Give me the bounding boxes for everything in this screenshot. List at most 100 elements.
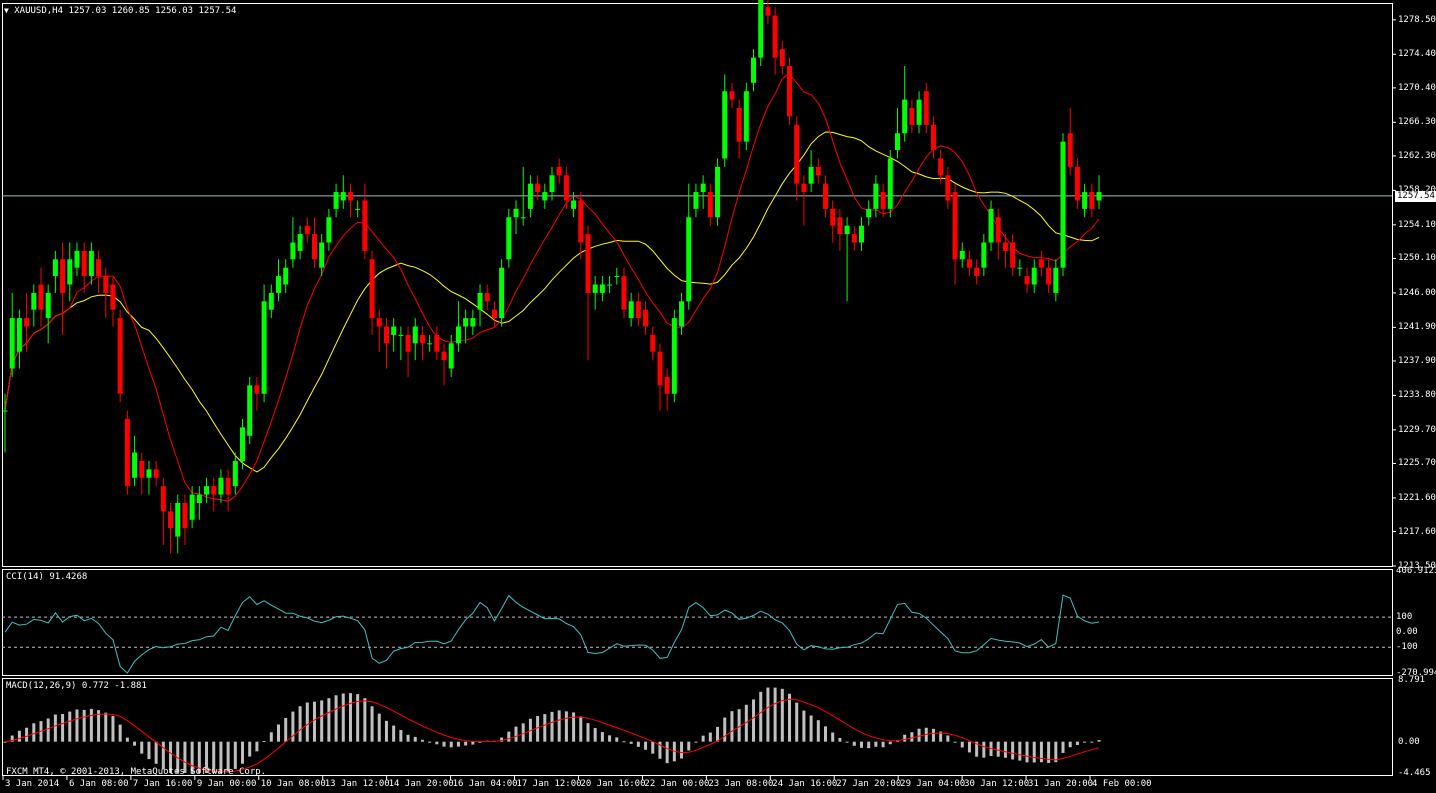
candle-bear xyxy=(966,259,972,268)
macd-bar xyxy=(1061,741,1065,753)
candle-bull xyxy=(52,259,58,277)
macd-bar xyxy=(1047,741,1051,763)
candle-bear xyxy=(419,334,425,344)
candle-bull xyxy=(204,486,210,495)
candle-bull xyxy=(463,318,469,327)
candle-bear xyxy=(650,334,656,352)
candle-bear xyxy=(736,108,742,142)
macd-bar xyxy=(946,735,950,742)
candle-bear xyxy=(1002,242,1008,251)
macd-bar xyxy=(298,706,302,742)
candle-bear xyxy=(1089,192,1095,209)
time-tick-label: 17 Jan 12:00 xyxy=(516,779,582,789)
candle-bull xyxy=(1082,192,1088,209)
candle-bear xyxy=(362,200,368,251)
candle-bear xyxy=(38,284,44,310)
macd-bar xyxy=(967,741,971,753)
candle-bull xyxy=(175,502,181,537)
candle-bull xyxy=(283,267,289,285)
macd-bar xyxy=(248,741,252,757)
macd-bar xyxy=(456,741,460,747)
candle-bull xyxy=(628,301,634,319)
candle-bull xyxy=(1053,267,1059,293)
ma-fast-line xyxy=(4,72,1100,502)
candle-bear xyxy=(124,418,130,487)
macd-bar xyxy=(680,741,684,759)
macd-bar xyxy=(420,739,424,742)
candle-bear xyxy=(160,486,166,512)
candle-bear xyxy=(225,477,231,495)
macd-bar xyxy=(413,736,417,742)
cci-label: CCI(14) 91.4268 xyxy=(6,572,88,582)
candle-bear xyxy=(880,192,886,209)
candle-bull xyxy=(858,225,864,243)
candle-bear xyxy=(211,486,217,495)
macd-bar xyxy=(931,728,935,742)
candle-bear xyxy=(434,334,440,352)
price-tick-label: 1278.50 xyxy=(1398,14,1436,25)
macd-bar xyxy=(363,698,367,742)
macd-bar xyxy=(219,741,223,773)
price-tick-label: 1237.90 xyxy=(1398,355,1436,366)
candle-bull xyxy=(470,318,476,327)
candle-bull xyxy=(132,452,138,478)
candle-bull xyxy=(758,0,764,58)
time-tick-label: 20 Jan 16:00 xyxy=(580,779,646,789)
cci-tick-label: 406.9123 xyxy=(1396,566,1436,576)
panel-border xyxy=(2,569,1393,676)
candle-bull xyxy=(592,284,598,293)
macd-bar xyxy=(615,737,619,742)
candle-bear xyxy=(974,267,980,277)
candle-bull xyxy=(693,192,699,209)
cci-panel xyxy=(2,594,1392,674)
macd-bar xyxy=(514,726,518,742)
candle-bull xyxy=(549,175,555,193)
candle-bull xyxy=(873,183,879,209)
time-tick-label: 23 Jan 08:00 xyxy=(708,779,774,789)
price-tick-label: 1225.70 xyxy=(1398,458,1436,469)
time-tick-label: 6 Jan 08:00 xyxy=(68,779,129,789)
macd-bar xyxy=(708,732,712,742)
candle-bull xyxy=(607,284,613,286)
candle-bull xyxy=(2,410,8,412)
time-tick-label: 24 Jan 16:00 xyxy=(772,779,838,789)
macd-bar xyxy=(406,734,410,742)
candle-bear xyxy=(772,15,778,58)
macd-bar xyxy=(133,741,137,746)
macd-bar xyxy=(593,728,597,742)
candle-bull xyxy=(686,217,692,302)
candle-bear xyxy=(938,158,944,176)
panel-border xyxy=(2,3,1393,567)
time-tick-label: 27 Jan 20:00 xyxy=(836,779,902,789)
copyright-text: FXCM MT4, © 2001-2013, MetaQuotes Softwa… xyxy=(6,767,267,777)
macd-bar xyxy=(658,741,662,759)
candle-bear xyxy=(81,250,87,277)
price-tick-label: 1266.30 xyxy=(1398,117,1436,128)
candle-bull xyxy=(31,292,37,310)
candle-bull xyxy=(477,292,483,310)
macd-bar xyxy=(291,711,295,742)
price-tick-label: 1241.90 xyxy=(1398,322,1436,333)
candle-bear xyxy=(823,183,828,209)
macd-bar xyxy=(1090,741,1094,743)
candle-bear xyxy=(1024,276,1030,285)
macd-bar xyxy=(730,711,734,742)
candle-bull xyxy=(499,267,505,319)
candle-bull xyxy=(700,183,706,193)
macd-bar xyxy=(449,741,453,748)
price-tick-label: 1254.10 xyxy=(1398,219,1436,230)
macd-bar xyxy=(3,741,7,743)
macd-bar xyxy=(557,710,561,742)
macd-bar xyxy=(816,720,820,742)
candle-bear xyxy=(376,318,382,327)
macd-bar xyxy=(600,732,604,742)
macd-bar xyxy=(507,731,511,742)
cci-tick-label: -270.9944 xyxy=(1396,668,1436,678)
macd-bar xyxy=(550,711,554,742)
macd-bar xyxy=(982,741,986,758)
macd-bar xyxy=(140,741,144,754)
candle-bear xyxy=(657,351,663,386)
collapse-arrow-icon[interactable]: ▼ xyxy=(4,6,9,15)
macd-bar xyxy=(586,723,590,742)
